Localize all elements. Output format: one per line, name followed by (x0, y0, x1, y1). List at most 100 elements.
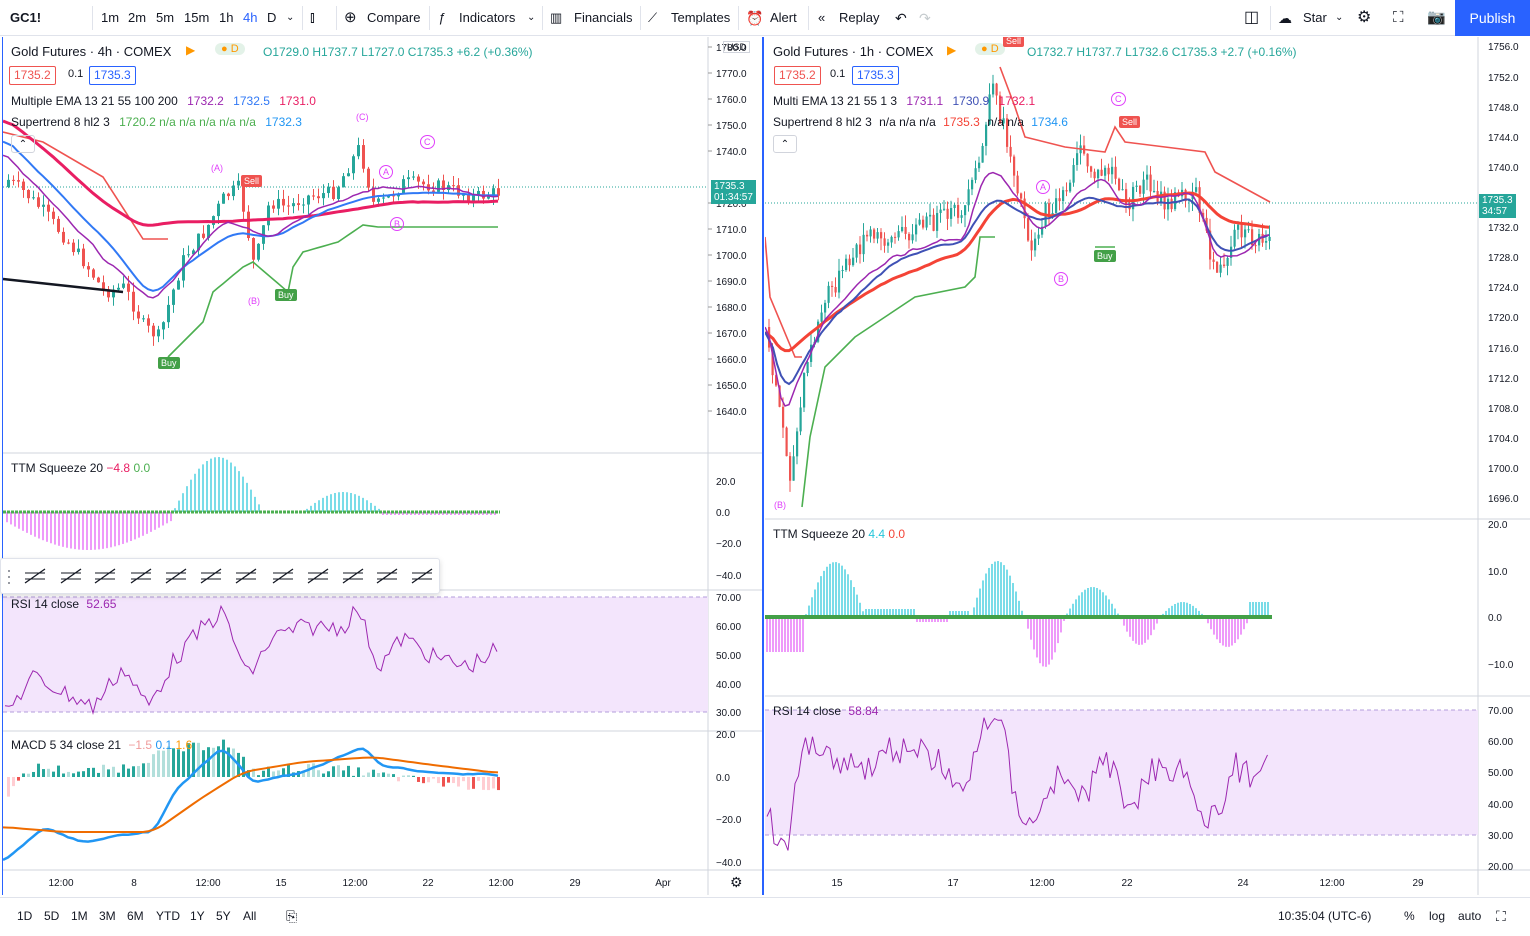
trend-line-icon[interactable] (130, 568, 152, 584)
left-chart[interactable]: 1780.0 1770.0 1760.0 1750.0 1740.0 1720.0 1710… (2, 37, 764, 895)
sell-price-button[interactable]: 1735.2 (9, 66, 56, 85)
compare-button[interactable]: Compare (367, 10, 421, 25)
candle-body (1202, 212, 1205, 218)
percent-toggle[interactable]: % (1404, 909, 1415, 923)
clock-label[interactable]: 10:35:04 (UTC-6) (1278, 909, 1372, 923)
candle-body (1030, 240, 1033, 251)
candle-body (824, 302, 827, 313)
replay-button[interactable]: Replay (839, 10, 880, 25)
fib-channel-icon[interactable] (376, 568, 398, 584)
candle-body (967, 189, 970, 206)
sell-price-button[interactable]: 1735.2 (774, 66, 821, 85)
macd-bar (392, 774, 395, 777)
candle-body (876, 232, 879, 239)
ttm-legend[interactable]: TTM Squeeze 20 4.4 0.0 (773, 527, 906, 541)
abcd-pattern-icon[interactable] (94, 568, 116, 584)
auto-toggle[interactable]: auto (1458, 909, 1482, 923)
fib-retracement-icon[interactable] (24, 568, 46, 584)
right-chart[interactable]: 1756.0 1752.0 1748.0 1744.0 1740.0 1732.0 1728… (765, 37, 1530, 895)
right-chart-canvas[interactable]: 1756.0 1752.0 1748.0 1744.0 1740.0 1732.0 1728… (765, 37, 1530, 895)
macd-bar (62, 773, 65, 777)
macd-bar (482, 777, 485, 790)
financials-icon[interactable]: ▥ (550, 10, 563, 25)
buy-price-button[interactable]: 1735.3 (89, 66, 136, 85)
collapse-legend-icon[interactable]: ⌃ (773, 135, 797, 153)
flag-icon[interactable]: ▶ (947, 43, 957, 57)
interval-4h[interactable]: 4h (243, 10, 258, 25)
alert-icon[interactable]: ⏰ (746, 10, 764, 26)
ema-val-3: 1732.1 (998, 94, 1036, 108)
range-all[interactable]: All (243, 909, 257, 923)
fib-spiral-icon[interactable] (342, 568, 364, 584)
undo-icon[interactable]: ↶ (895, 10, 907, 26)
range-3m[interactable]: 3M (99, 909, 116, 923)
left-chart-canvas[interactable]: 1780.0 1770.0 1760.0 1750.0 1740.0 1720.0 1710… (3, 37, 764, 895)
financials-button[interactable]: Financials (574, 10, 633, 25)
templates-icon[interactable]: ⟋ (648, 10, 658, 25)
log-toggle[interactable]: log (1429, 909, 1446, 923)
range-1d[interactable]: 1D (17, 909, 33, 923)
candles-icon[interactable]: ⫾ (310, 9, 315, 26)
range-5d[interactable]: 5D (44, 909, 60, 923)
templates-button[interactable]: Templates (671, 10, 731, 25)
fit-screen-icon[interactable]: ⛶ (1496, 908, 1506, 924)
range-6m[interactable]: 6M (127, 909, 144, 923)
xabcd-pattern-icon[interactable] (307, 568, 329, 584)
candle-body (7, 179, 10, 187)
buy-price-button[interactable]: 1735.3 (852, 66, 899, 85)
star-dropdown-icon[interactable]: ⌄ (1335, 12, 1344, 23)
drag-handle-icon[interactable] (8, 570, 10, 584)
candle-body (1027, 218, 1030, 241)
goto-date-icon[interactable]: ⎘ (286, 908, 298, 924)
supertrend-red-line (999, 66, 1271, 203)
macd-legend[interactable]: MACD 5 34 close 21 −1.5 0.1 1.6 (11, 738, 193, 752)
interval-d[interactable]: D (267, 10, 277, 25)
ema-legend[interactable]: Multiple EMA 13 21 55 100 200 1732.2 173… (11, 94, 316, 108)
price-tick-label: 1720.0 (1488, 313, 1519, 324)
alert-button[interactable]: Alert (770, 10, 797, 25)
fullscreen-icon[interactable]: ⛶ (1393, 9, 1404, 26)
interval-dropdown-icon[interactable]: ⌄ (286, 12, 295, 23)
settings-icon[interactable]: ⚙ (1357, 9, 1372, 26)
range-ytd[interactable]: YTD (156, 909, 180, 923)
redo-icon[interactable]: ↷ (919, 10, 931, 26)
horizontal-ray-icon[interactable] (200, 568, 222, 584)
range-1y[interactable]: 1Y (190, 909, 205, 923)
interval-1h[interactable]: 1h (219, 10, 234, 25)
collapse-legend-icon[interactable]: ⌃ (11, 135, 35, 153)
currency-label[interactable]: USD (723, 41, 751, 53)
candle-body (257, 243, 260, 260)
compare-icon[interactable]: ⊕ (344, 9, 357, 26)
supertrend-legend[interactable]: Supertrend 8 hl2 3 n/a n/a n/a 1735.3 n/… (773, 115, 1068, 129)
fib-timezone-icon[interactable] (411, 568, 433, 584)
indicators-button[interactable]: Indicators (459, 10, 516, 25)
camera-icon[interactable]: 📷 (1427, 9, 1446, 26)
publish-button[interactable]: Publish (1455, 0, 1530, 36)
rsi-legend[interactable]: RSI 14 close 58.84 (773, 704, 879, 718)
range-1m[interactable]: 1M (71, 909, 88, 923)
chart-settings-icon[interactable]: ⚙ (730, 874, 743, 890)
rsi-legend[interactable]: RSI 14 close 52.65 (11, 597, 117, 611)
cloud-icon[interactable]: ☁ (1278, 10, 1292, 26)
range-5y[interactable]: 5Y (216, 909, 231, 923)
indicators-dropdown-icon[interactable]: ⌄ (527, 12, 536, 23)
star-button[interactable]: Star (1303, 10, 1327, 25)
pitchfork-icon[interactable] (235, 568, 257, 584)
macd-bar (207, 747, 210, 777)
supertrend-legend[interactable]: Supertrend 8 hl2 3 1720.2 n/a n/a n/a n/… (11, 115, 302, 129)
ema-legend[interactable]: Multi EMA 13 21 55 1 3 1731.1 1730.9 173… (773, 94, 1035, 108)
ray-icon[interactable] (272, 568, 294, 584)
interval-2m[interactable]: 2m (128, 10, 147, 25)
elliott-impulse-icon[interactable] (60, 568, 82, 584)
layout-icon[interactable]: ◫ (1244, 9, 1260, 26)
replay-icon[interactable]: « (818, 10, 826, 25)
macd-bar (412, 775, 415, 777)
interval-1m[interactable]: 1m (101, 10, 120, 25)
symbol-search[interactable]: GC1! (10, 10, 42, 25)
interval-5m[interactable]: 5m (156, 10, 175, 25)
parallel-channel-icon[interactable] (165, 568, 187, 584)
flag-icon[interactable]: ▶ (186, 43, 196, 57)
indicators-icon[interactable]: ƒ (438, 10, 446, 25)
ttm-legend[interactable]: TTM Squeeze 20 −4.8 0.0 (11, 461, 151, 475)
interval-15m[interactable]: 15m (184, 10, 210, 25)
